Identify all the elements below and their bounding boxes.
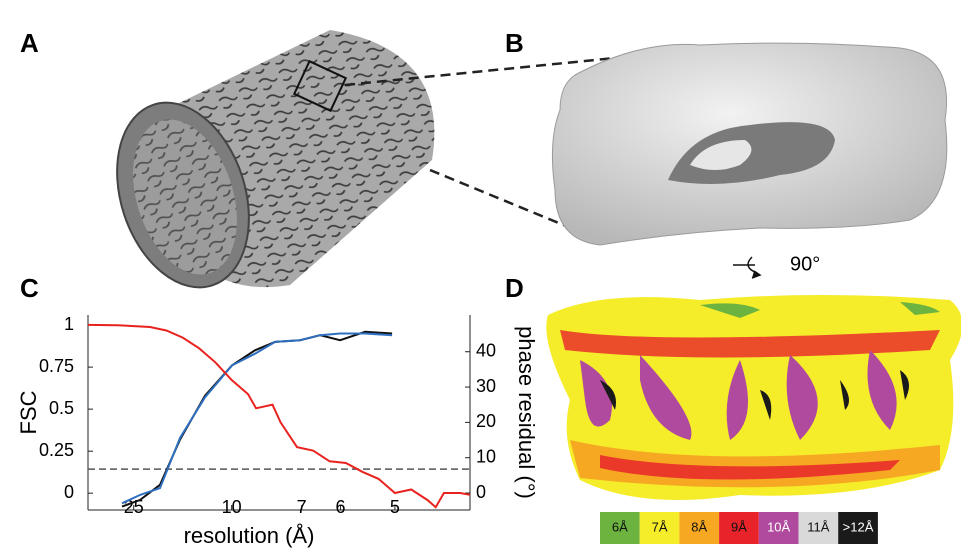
y2-tick-label: 10 — [476, 446, 496, 466]
resolution-legend: 6Å 7Å 8Å 9Å 10Å 11Å >12Å — [600, 512, 878, 544]
x-tick-label: 6 — [336, 497, 346, 517]
legend-label: 8Å — [691, 519, 707, 534]
panel-label: D — [505, 273, 524, 303]
y2-tick-label: 30 — [476, 376, 496, 396]
y-tick-label: 0.5 — [49, 398, 74, 418]
legend-label: 9Å — [731, 519, 747, 534]
y-tick-label: 0.75 — [39, 356, 74, 376]
panel-label: C — [20, 273, 39, 303]
local-resolution-map — [546, 295, 961, 500]
panel-label: A — [20, 28, 39, 58]
cylinder-render — [95, 30, 435, 305]
y2-tick-label: 20 — [476, 411, 496, 431]
legend-label: >12Å — [843, 519, 874, 534]
y-axis-label: FSC — [16, 390, 41, 434]
series-line — [88, 325, 470, 507]
y2-axis-label: phase residual (°) — [514, 326, 539, 499]
legend-label: 6Å — [612, 519, 628, 534]
legend-label: 11Å — [807, 519, 829, 534]
y-tick-label: 1 — [64, 314, 74, 334]
figure: 90° 6Å 7Å 8Å 9Å 10Å 11Å >12Å A B C D 0 0.25 0.5 0.75… — [0, 0, 961, 548]
x-tick-label: 7 — [297, 497, 307, 517]
y-tick-label: 0 — [64, 482, 74, 502]
x-tick-label: 10 — [222, 497, 242, 517]
legend-label: 10Å — [767, 519, 790, 534]
y-tick-label: 0.25 — [39, 440, 74, 460]
y2-tick-label: 40 — [476, 340, 496, 360]
legend-label: 7Å — [652, 519, 668, 534]
x-axis-label: resolution (Å) — [184, 523, 315, 548]
y2-tick-label: 0 — [476, 482, 486, 502]
rotation-arrow — [733, 257, 760, 278]
rotation-label: 90° — [790, 253, 820, 275]
panel-label: B — [505, 28, 524, 58]
density-map — [552, 43, 946, 245]
x-tick-label: 5 — [390, 497, 400, 517]
